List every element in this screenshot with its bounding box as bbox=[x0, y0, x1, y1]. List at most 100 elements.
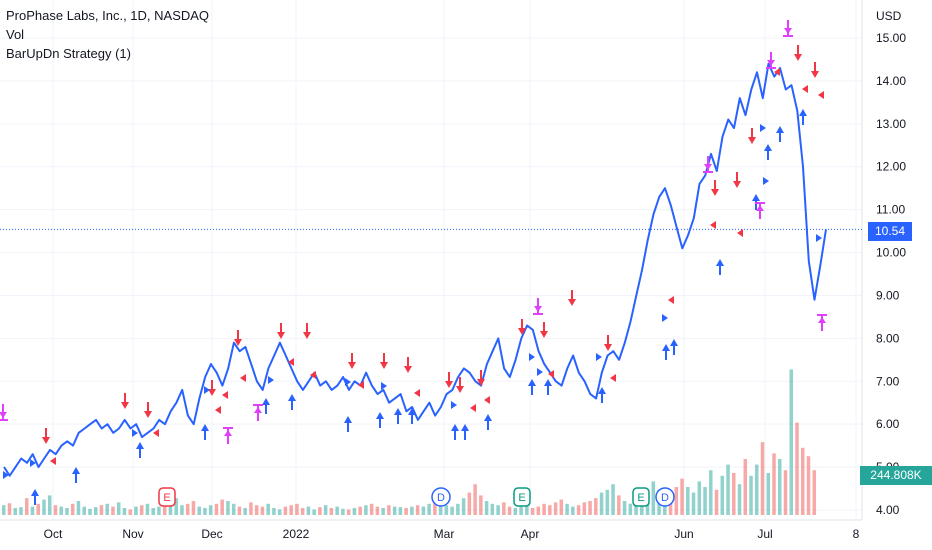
volume-bar bbox=[88, 508, 92, 515]
volume-bar bbox=[254, 505, 259, 515]
x-tick-label: Oct bbox=[44, 527, 63, 541]
volume-badge: 244.808K bbox=[860, 466, 932, 485]
x-tick-label: Dec bbox=[201, 527, 222, 541]
strategy-triangle-marker bbox=[548, 370, 554, 378]
volume-bar bbox=[318, 507, 322, 515]
volume-bar bbox=[76, 501, 81, 515]
volume-bar bbox=[548, 505, 552, 515]
x-tick-label: Nov bbox=[122, 527, 143, 541]
long-entry-arrow bbox=[764, 144, 772, 160]
volume-bar bbox=[617, 495, 621, 515]
volume-bar bbox=[346, 509, 351, 515]
strategy-triangle-marker bbox=[816, 234, 822, 242]
long-entry-arrow bbox=[288, 394, 296, 410]
volume-bar bbox=[634, 502, 638, 515]
short-entry-arrow bbox=[711, 180, 719, 196]
dividend-marker[interactable]: D bbox=[655, 487, 675, 507]
volume-bar bbox=[709, 470, 713, 515]
volume-bar bbox=[157, 506, 161, 515]
volume-bar bbox=[645, 498, 650, 515]
volume-bar bbox=[726, 464, 730, 515]
volume-bar bbox=[99, 505, 104, 515]
x-tick-label: Mar bbox=[434, 527, 455, 541]
volume-bar bbox=[300, 508, 305, 515]
svg-text:E: E bbox=[163, 492, 170, 504]
strategy-exit-marker bbox=[766, 52, 776, 69]
short-entry-arrow bbox=[277, 323, 285, 339]
volume-bar bbox=[686, 487, 690, 515]
volume-bar bbox=[576, 505, 581, 515]
volume-bar bbox=[766, 473, 771, 515]
volume-bar bbox=[13, 508, 17, 515]
svg-text:D: D bbox=[661, 492, 669, 504]
strategy-triangle-marker bbox=[30, 459, 36, 467]
volume-bar bbox=[387, 505, 391, 515]
volume-bar bbox=[513, 508, 518, 515]
volume-bar bbox=[553, 502, 558, 515]
y-tick-label: 6.00 bbox=[876, 417, 900, 431]
long-entry-arrow bbox=[461, 424, 469, 440]
volume-bar bbox=[783, 470, 788, 515]
volume-bar bbox=[59, 506, 63, 515]
y-tick-label: 10.00 bbox=[876, 246, 906, 260]
strategy-triangle-marker bbox=[204, 386, 210, 394]
long-entry-arrow bbox=[484, 414, 492, 430]
volume-bar bbox=[369, 503, 374, 515]
volume-bar bbox=[410, 506, 414, 515]
strategy-triangle-marker bbox=[345, 378, 351, 386]
y-tick-label: 12.00 bbox=[876, 160, 906, 174]
volume-indicator-label[interactable]: Vol bbox=[6, 27, 25, 42]
volume-bar bbox=[484, 501, 489, 515]
dividend-marker[interactable]: D bbox=[431, 487, 451, 507]
symbol-title[interactable]: ProPhase Labs, Inc., 1D, NASDAQ bbox=[6, 8, 210, 23]
strategy-triangle-marker bbox=[610, 374, 616, 382]
strategy-triangle-marker bbox=[760, 124, 766, 132]
volume-bar bbox=[674, 487, 679, 515]
volume-bar bbox=[24, 498, 29, 515]
volume-bar bbox=[214, 503, 219, 515]
volume-bar bbox=[599, 492, 604, 515]
volume-bar bbox=[737, 484, 742, 515]
volume-bar bbox=[306, 506, 311, 515]
y-tick-label: 8.00 bbox=[876, 331, 900, 345]
volume-bar bbox=[651, 481, 656, 515]
volume-bar bbox=[7, 503, 12, 515]
volume-bar bbox=[559, 499, 564, 515]
x-tick-label: Apr bbox=[521, 527, 540, 541]
earnings-marker[interactable]: E bbox=[158, 487, 176, 507]
volume-bar bbox=[295, 503, 299, 515]
strategy-triangle-marker bbox=[537, 368, 543, 376]
short-entry-arrow bbox=[303, 323, 311, 339]
volume-bar bbox=[139, 505, 144, 515]
volume-bar bbox=[180, 505, 184, 515]
volume-bar bbox=[93, 507, 98, 515]
volume-bar bbox=[392, 506, 397, 515]
chart-legend: ProPhase Labs, Inc., 1D, NASDAQ Vol BarU… bbox=[6, 6, 209, 63]
volume-bar bbox=[19, 507, 23, 515]
y-tick-label: 13.00 bbox=[876, 117, 906, 131]
volume-bar bbox=[760, 442, 765, 515]
earnings-marker[interactable]: E bbox=[513, 487, 531, 507]
strategy-triangle-marker bbox=[3, 471, 9, 479]
long-entry-arrow bbox=[394, 408, 402, 424]
volume-bar bbox=[490, 503, 495, 515]
volume-bar bbox=[594, 498, 598, 515]
volume-bar bbox=[398, 507, 403, 515]
volume-bar bbox=[329, 508, 334, 515]
short-entry-arrow bbox=[811, 62, 819, 78]
volume-bar bbox=[65, 508, 69, 515]
volume-bar bbox=[502, 502, 506, 515]
long-entry-arrow bbox=[598, 387, 606, 403]
volume-bar bbox=[272, 508, 276, 515]
volume-bar bbox=[519, 506, 523, 515]
volume-bar bbox=[312, 509, 316, 515]
strategy-triangle-marker bbox=[222, 391, 228, 399]
earnings-marker[interactable]: E bbox=[632, 487, 650, 507]
volume-bar bbox=[231, 503, 236, 515]
volume-bar bbox=[433, 501, 437, 515]
volume-bar bbox=[605, 489, 610, 515]
volume-bar bbox=[352, 508, 357, 515]
strategy-triangle-marker bbox=[381, 382, 387, 390]
strategy-label[interactable]: BarUpDn Strategy (1) bbox=[6, 46, 131, 61]
